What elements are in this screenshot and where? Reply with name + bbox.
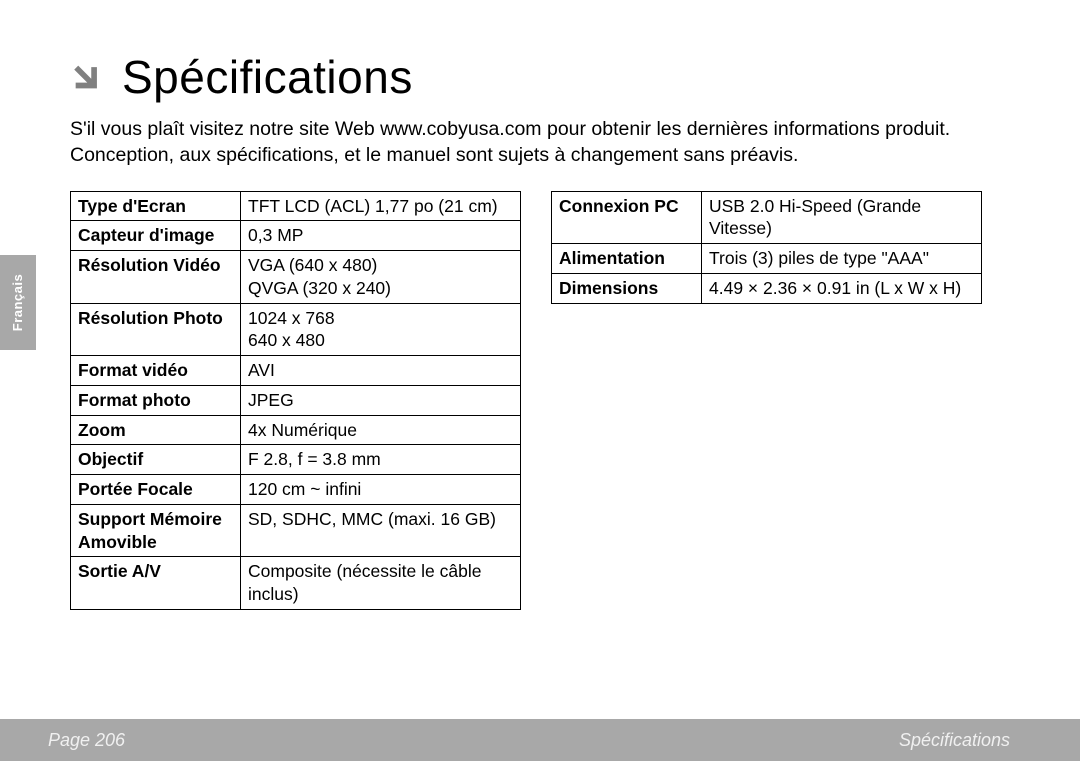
table-row: Connexion PCUSB 2.0 Hi-Speed (Grande Vit… xyxy=(552,191,982,244)
spec-value: 4x Numérique xyxy=(241,415,521,445)
table-row: ObjectifF 2.8, f = 3.8 mm xyxy=(71,445,521,475)
spec-label: Type d'Ecran xyxy=(71,191,241,221)
spec-value: 4.49 × 2.36 × 0.91 in (L x W x H) xyxy=(702,273,982,303)
spec-value: Composite (nécessite le câble inclus) xyxy=(241,557,521,610)
spec-value: 1024 x 768 640 x 480 xyxy=(241,303,521,356)
spec-value: VGA (640 x 480) QVGA (320 x 240) xyxy=(241,251,521,304)
table-row: AlimentationTrois (3) piles de type "AAA… xyxy=(552,244,982,274)
table-row: Support Mémoire AmovibleSD, SDHC, MMC (m… xyxy=(71,504,521,557)
spec-label: Objectif xyxy=(71,445,241,475)
footer-page-number: Page 206 xyxy=(48,730,125,751)
table-row: Capteur d'image0,3 MP xyxy=(71,221,521,251)
spec-label: Alimentation xyxy=(552,244,702,274)
spec-label: Résolution Photo xyxy=(71,303,241,356)
table-row: Résolution VidéoVGA (640 x 480) QVGA (32… xyxy=(71,251,521,304)
spec-value: SD, SDHC, MMC (maxi. 16 GB) xyxy=(241,504,521,557)
page-content: Spécifications S'il vous plaît visitez n… xyxy=(0,0,1080,761)
spec-value: JPEG xyxy=(241,385,521,415)
page-title: Spécifications xyxy=(122,50,413,104)
intro-paragraph: S'il vous plaît visitez notre site Web w… xyxy=(70,116,1010,169)
spec-label: Support Mémoire Amovible xyxy=(71,504,241,557)
footer-section-name: Spécifications xyxy=(899,730,1010,751)
spec-label: Zoom xyxy=(71,415,241,445)
spec-label: Sortie A/V xyxy=(71,557,241,610)
table-row: Format photoJPEG xyxy=(71,385,521,415)
table-row: Format vidéoAVI xyxy=(71,356,521,386)
table-row: Zoom4x Numérique xyxy=(71,415,521,445)
spec-value: 0,3 MP xyxy=(241,221,521,251)
table-row: Résolution Photo1024 x 768 640 x 480 xyxy=(71,303,521,356)
spec-label: Format vidéo xyxy=(71,356,241,386)
spec-tables: Type d'EcranTFT LCD (ACL) 1,77 po (21 cm… xyxy=(70,191,1010,610)
spec-value: 120 cm ~ infini xyxy=(241,475,521,505)
spec-label: Portée Focale xyxy=(71,475,241,505)
table-row: Sortie A/VComposite (nécessite le câble … xyxy=(71,557,521,610)
spec-label: Dimensions xyxy=(552,273,702,303)
spec-value: AVI xyxy=(241,356,521,386)
table-row: Dimensions4.49 × 2.36 × 0.91 in (L x W x… xyxy=(552,273,982,303)
spec-value: F 2.8, f = 3.8 mm xyxy=(241,445,521,475)
table-row: Type d'EcranTFT LCD (ACL) 1,77 po (21 cm… xyxy=(71,191,521,221)
spec-label: Connexion PC xyxy=(552,191,702,244)
language-tab-label: Français xyxy=(11,274,26,331)
spec-label: Format photo xyxy=(71,385,241,415)
spec-value: USB 2.0 Hi-Speed (Grande Vitesse) xyxy=(702,191,982,244)
spec-value: TFT LCD (ACL) 1,77 po (21 cm) xyxy=(241,191,521,221)
language-tab: Français xyxy=(0,255,36,350)
spec-label: Capteur d'image xyxy=(71,221,241,251)
spec-label: Résolution Vidéo xyxy=(71,251,241,304)
page-footer: Page 206 Spécifications xyxy=(0,719,1080,761)
spec-value: Trois (3) piles de type "AAA" xyxy=(702,244,982,274)
title-row: Spécifications xyxy=(70,50,1010,104)
arrow-down-right-icon xyxy=(70,60,104,94)
spec-table-right: Connexion PCUSB 2.0 Hi-Speed (Grande Vit… xyxy=(551,191,982,304)
table-row: Portée Focale120 cm ~ infini xyxy=(71,475,521,505)
spec-table-left: Type d'EcranTFT LCD (ACL) 1,77 po (21 cm… xyxy=(70,191,521,610)
